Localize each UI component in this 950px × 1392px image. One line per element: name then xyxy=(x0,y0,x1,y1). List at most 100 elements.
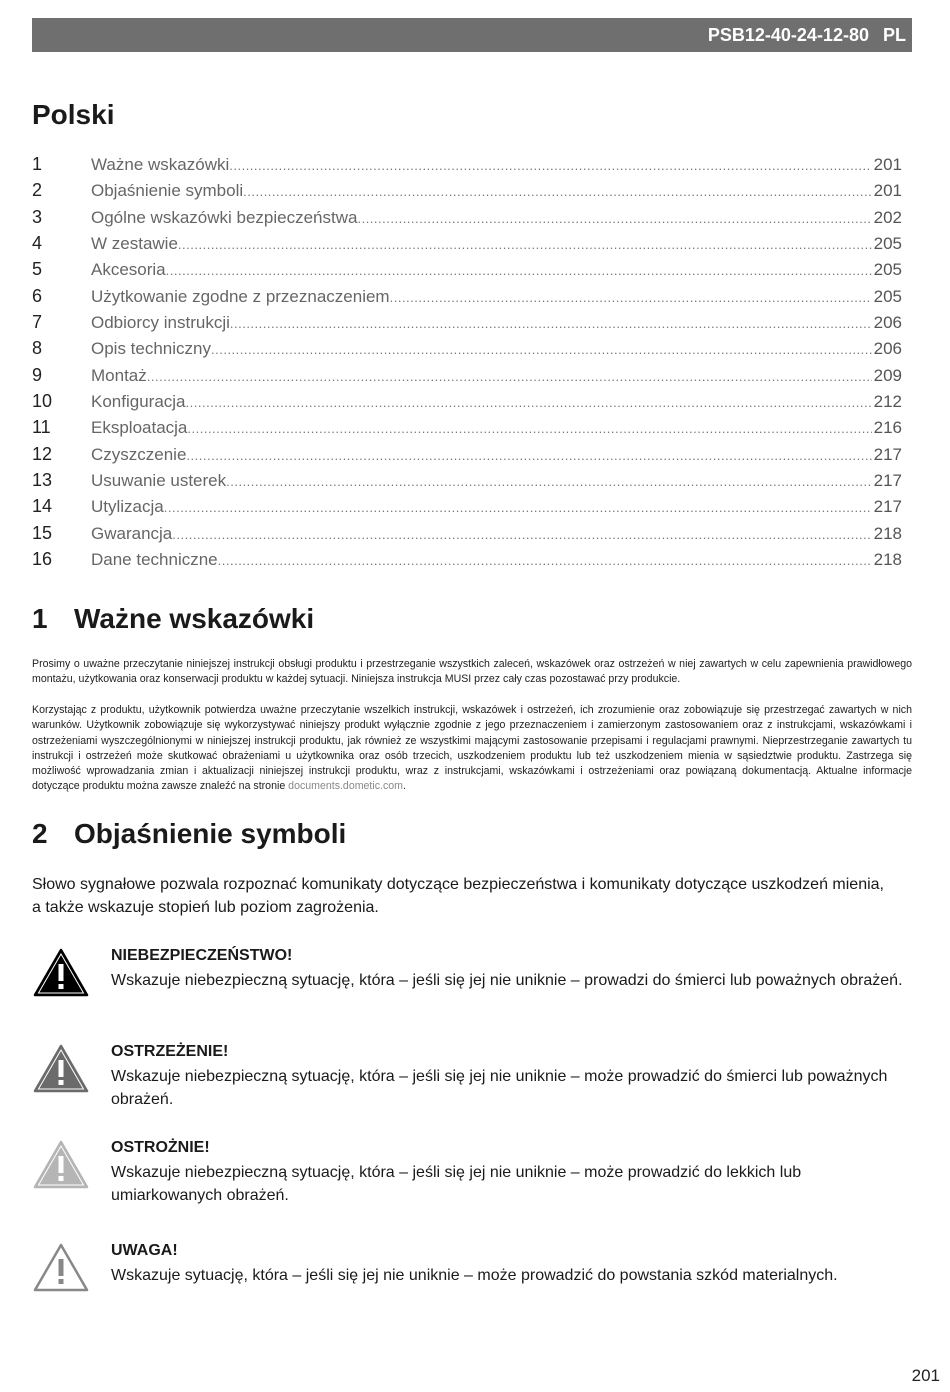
toc-page: 206 xyxy=(873,339,902,359)
toc-page: 209 xyxy=(873,365,902,385)
toc-leader xyxy=(187,421,871,436)
toc-page: 217 xyxy=(873,471,902,491)
toc-title: Utylizacja xyxy=(91,497,164,517)
toc-page: 201 xyxy=(873,181,902,201)
toc-entry[interactable]: 5 Akcesoria 205 xyxy=(32,259,902,285)
section-title: Ważne wskazówki xyxy=(74,603,315,634)
toc-entry[interactable]: 1 Ważne wskazówki 201 xyxy=(32,154,902,180)
toc-number: 11 xyxy=(32,417,51,438)
toc-title: Usuwanie usterek xyxy=(91,471,227,491)
toc-number: 14 xyxy=(32,496,53,517)
model-code: PSB12-40-24-12-80 xyxy=(707,25,869,45)
warning-text: Wskazuje sytuację, która – jeśli się jej… xyxy=(111,1267,838,1284)
toc-entry[interactable]: 9 Montaż 209 xyxy=(32,365,902,391)
section-number: 1 xyxy=(32,603,48,634)
toc-title: Montaż xyxy=(91,365,147,385)
toc-page: 205 xyxy=(873,286,902,306)
toc-entry[interactable]: 16 Dane techniczne 218 xyxy=(32,549,902,575)
warning-text: Wskazuje niebezpieczną sytuację, która –… xyxy=(111,972,903,989)
toc-leader xyxy=(186,395,872,410)
toc-number: 13 xyxy=(32,470,53,491)
toc-leader xyxy=(172,527,871,542)
toc-number: 5 xyxy=(32,259,43,280)
toc-entry[interactable]: 7 Odbiorcy instrukcji 206 xyxy=(32,312,902,338)
toc-page: 217 xyxy=(873,497,902,517)
toc-page: 201 xyxy=(873,155,902,174)
paragraph-text: Korzystając z produktu, użytkownik potwi… xyxy=(32,704,912,793)
toc-number: 10 xyxy=(32,391,53,412)
toc-page: 205 xyxy=(873,234,902,254)
toc-leader xyxy=(226,474,872,489)
toc-page: 212 xyxy=(873,392,902,412)
toc-leader xyxy=(390,290,872,305)
toc-leader xyxy=(230,316,872,331)
toc-title: Eksploatacja xyxy=(91,418,188,438)
warning-title: OSTRZEŻENIE! xyxy=(111,1043,229,1060)
warning-triangle-outline-icon xyxy=(33,1243,89,1292)
toc-entry[interactable]: 12 Czyszczenie 217 xyxy=(32,444,902,470)
warning-triangle-black-icon xyxy=(33,948,89,997)
toc-number: 8 xyxy=(32,338,43,359)
page-number: 201 xyxy=(911,1366,940,1385)
toc-title: Czyszczenie xyxy=(91,444,187,464)
toc-leader xyxy=(211,342,872,357)
toc-leader xyxy=(166,263,872,278)
toc-title: Konfiguracja xyxy=(91,392,186,412)
toc-number: 9 xyxy=(32,364,43,385)
toc-entry[interactable]: 10 Konfiguracja 212 xyxy=(32,391,902,417)
header-bar: PSB12-40-24-12-80 PL xyxy=(32,18,912,52)
toc-number: 7 xyxy=(32,312,43,333)
section-1-heading: 1 Ważne wskazówki xyxy=(32,603,314,635)
toc-leader xyxy=(218,553,872,568)
toc-number: 12 xyxy=(32,443,53,464)
toc-page: 218 xyxy=(873,550,902,570)
warning-title: UWAGA! xyxy=(111,1242,178,1259)
toc-title: W zestawie xyxy=(91,234,178,254)
toc-entry[interactable]: 4 W zestawie 205 xyxy=(32,233,902,259)
toc-number: 15 xyxy=(32,522,53,543)
warning-title: OSTROŻNIE! xyxy=(111,1139,210,1156)
toc-entry[interactable]: 2 Objaśnienie symboli 201 xyxy=(32,180,902,206)
toc-leader xyxy=(229,158,871,173)
toc-title: Opis techniczny xyxy=(91,339,211,359)
toc-number: 6 xyxy=(32,285,43,306)
toc-entry[interactable]: 11 Eksploatacja 216 xyxy=(32,417,902,443)
paragraph-end: . xyxy=(403,780,406,793)
toc-entry[interactable]: 3 Ogólne wskazówki bezpieczeństwa 202 xyxy=(32,207,902,233)
documents-link[interactable]: documents.dometic.com xyxy=(288,780,403,793)
toc-number: 3 xyxy=(32,206,43,227)
warning-text: Wskazuje niebezpieczną sytuację, która –… xyxy=(111,1164,802,1204)
toc-title: Gwarancja xyxy=(91,523,173,543)
toc-leader xyxy=(178,237,872,252)
toc-leader xyxy=(186,448,871,463)
toc-number: 2 xyxy=(32,180,43,201)
toc-title: Dane techniczne xyxy=(91,550,218,570)
toc-title: Odbiorcy instrukcji xyxy=(91,313,230,333)
toc-page: 216 xyxy=(873,418,902,438)
section-2-heading: 2 Objaśnienie symboli xyxy=(32,818,346,850)
toc-leader xyxy=(243,184,871,199)
section-number: 2 xyxy=(32,818,48,849)
toc-number: 16 xyxy=(32,549,53,570)
warning-text: Wskazuje niebezpieczną sytuację, która –… xyxy=(111,1068,888,1108)
toc-page: 206 xyxy=(873,313,902,333)
section-title: Objaśnienie symboli xyxy=(74,818,347,849)
toc-title: Ważne wskazówki xyxy=(91,155,230,174)
toc-entry[interactable]: 13 Usuwanie usterek 217 xyxy=(32,470,902,496)
toc-number: 1 xyxy=(32,154,43,174)
toc-title: Użytkowanie zgodne z przeznaczeniem xyxy=(91,286,390,306)
toc-entry[interactable]: 6 Użytkowanie zgodne z przeznaczeniem 205 xyxy=(32,286,902,312)
language-code: PL xyxy=(882,25,906,45)
symbols-intro: Słowo sygnałowe pozwala rozpoznać komuni… xyxy=(32,876,884,916)
toc-leader xyxy=(357,211,871,226)
intro-paragraph-1: Prosimy o uważne przeczytanie niniejszej… xyxy=(32,658,912,686)
warning-triangle-darkgray-icon xyxy=(33,1044,89,1093)
intro-paragraph-2: Korzystając z produktu, użytkownik potwi… xyxy=(32,703,912,795)
toc-leader xyxy=(164,500,872,515)
toc-entry[interactable]: 14 Utylizacja 217 xyxy=(32,496,902,522)
toc-page: 217 xyxy=(873,444,902,464)
toc-entry[interactable]: 15 Gwarancja 218 xyxy=(32,523,902,549)
toc-entry[interactable]: 8 Opis techniczny 206 xyxy=(32,338,902,364)
toc-page: 205 xyxy=(873,260,902,280)
